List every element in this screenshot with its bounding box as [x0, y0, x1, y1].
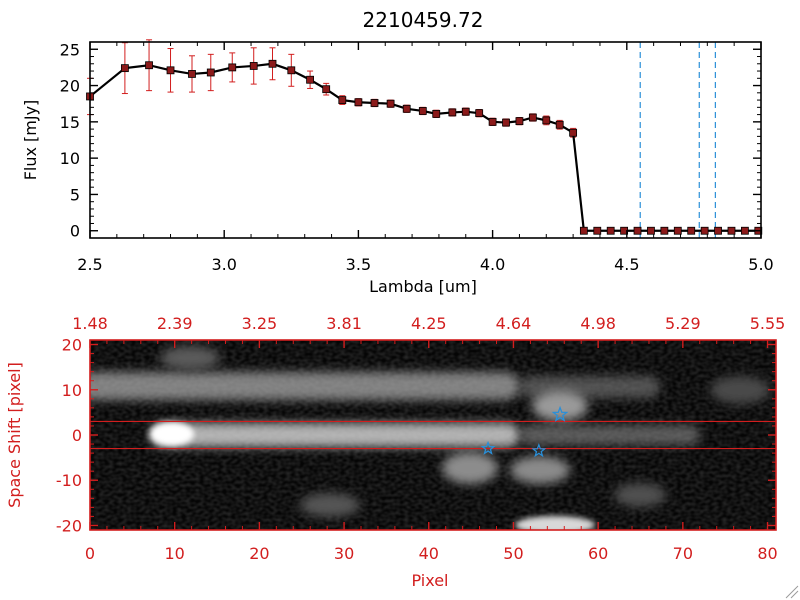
image-top-tick-label-0: 1.48: [72, 314, 108, 333]
flux-point-40: [727, 226, 736, 235]
image-top-tick-label-6: 4.98: [580, 314, 616, 333]
flux-series-line: [89, 62, 759, 232]
flux-point-18: [432, 109, 441, 118]
flux-point-33: [633, 226, 642, 235]
chart-title: 2210459.72: [363, 8, 484, 32]
star-marker-1: [480, 440, 496, 455]
flux-point-5: [206, 68, 215, 77]
flux-point-21: [475, 109, 484, 118]
flux-point-16: [402, 104, 411, 113]
flux-point-3: [166, 66, 175, 75]
flux-point-14: [370, 99, 379, 107]
flux-point-38: [700, 226, 709, 235]
image-top-tick-label-5: 4.64: [496, 314, 532, 333]
flux-y-tick-label-5: 25: [60, 40, 80, 59]
flux-x-tick-label-2: 3.5: [346, 255, 371, 274]
flux-point-28: [569, 128, 578, 137]
flux-point-29: [579, 226, 588, 235]
flux-x-tick-label-4: 4.5: [614, 255, 639, 274]
image-x-tick-label-4: 40: [419, 544, 439, 563]
image-x-tick-label-8: 80: [757, 544, 777, 563]
flux-point-8: [268, 59, 277, 68]
flux-point-34: [647, 226, 655, 235]
image-axes: 0 10 20 30 40 50 60 70 80 1.48 2.39 3.25 3.81 4.25 4.6…: [56, 314, 785, 563]
flux-point-4: [188, 70, 196, 78]
flux-y-tick-label-1: 5: [70, 185, 80, 204]
spectrum-image-panel: 0 10 20 30 40 50 60 70 80 1.48 2.39 3.25 3.81 4.25 4.6…: [5, 314, 785, 590]
flux-point-10: [306, 75, 314, 84]
image-y-tick-label-4: 20: [62, 336, 82, 355]
flux-point-30: [593, 226, 602, 235]
flux-plot-frame: [89, 41, 762, 239]
flux-point-36: [673, 226, 682, 235]
flux-x-tick-label-3: 4.0: [480, 255, 505, 274]
flux-point-22: [488, 117, 497, 126]
flux-point-2: [145, 61, 153, 70]
image-y-tick-label-2: 0: [72, 426, 82, 445]
image-top-tick-label-2: 3.25: [242, 314, 278, 333]
flux-y-tick-label-4: 20: [60, 77, 80, 96]
flux-point-41: [740, 226, 749, 235]
flux-x-tick-label-5: 5.0: [748, 255, 773, 274]
flux-point-39: [714, 226, 722, 235]
image-x-tick-label-3: 30: [334, 544, 354, 563]
flux-y-axis-label: Flux [mJy]: [21, 100, 40, 181]
flux-point-9: [287, 66, 296, 75]
flux-y-tick-label-2: 10: [60, 149, 80, 168]
image-top-tick-label-3: 3.81: [326, 314, 362, 333]
star-marker-0: [551, 405, 569, 422]
image-x-tick-label-0: 0: [85, 544, 95, 563]
flux-x-tick-label-0: 2.5: [77, 255, 102, 274]
flux-point-20: [461, 107, 470, 116]
flux-point-19: [448, 108, 457, 117]
image-y-axis-label: Space Shift [pixel]: [5, 362, 24, 508]
image-top-tick-label-4: 4.25: [411, 314, 447, 333]
image-y-tick-label-0: -20: [56, 516, 82, 535]
flux-axes: 2.5 3.0 3.5 4.0 4.5 5.0 0 5 10 15 20 25: [60, 40, 774, 274]
image-x-tick-label-6: 60: [588, 544, 608, 563]
flux-point-17: [418, 107, 427, 115]
flux-point-7: [249, 62, 258, 70]
image-overlay-layer: [90, 405, 776, 458]
flux-point-1: [120, 64, 129, 73]
flux-point-6: [228, 63, 237, 72]
flux-point-23: [502, 118, 510, 127]
flux-point-27: [555, 120, 564, 129]
spectrum-image: [90, 340, 776, 530]
image-x-tick-label-5: 50: [503, 544, 523, 563]
flux-x-tick-label-1: 3.0: [211, 255, 236, 274]
flux-point-24: [515, 117, 524, 126]
flux-point-31: [606, 226, 615, 235]
resize-grip[interactable]: [785, 585, 799, 599]
flux-y-tick-label-3: 15: [60, 113, 80, 132]
flux-point-12: [338, 96, 347, 104]
flux-point-26: [542, 116, 551, 125]
image-x-axis-label: Pixel: [411, 571, 448, 590]
image-top-tick-label-1: 2.39: [157, 314, 193, 333]
flux-y-tick-label-0: 0: [70, 222, 80, 241]
flux-point-15: [386, 99, 395, 108]
image-y-tick-label-3: 10: [62, 381, 82, 400]
flux-point-32: [620, 226, 629, 235]
star-marker-2: [531, 442, 547, 458]
flux-spectrum-chart: 2210459.72 2.5 3.0 3.5 4.0 4.5 5.00510152025 …: [21, 8, 774, 296]
image-x-tick-label-7: 70: [673, 544, 693, 563]
image-x-tick-label-2: 20: [249, 544, 269, 563]
flux-x-axis-label: Lambda [um]: [369, 277, 477, 296]
flux-point-13: [354, 98, 363, 107]
flux-point-25: [528, 113, 537, 122]
flux-point-35: [660, 226, 669, 235]
image-x-tick-label-1: 10: [165, 544, 185, 563]
image-top-tick-label-7: 5.29: [665, 314, 701, 333]
flux-data-layer: [86, 39, 763, 238]
flux-point-37: [687, 226, 696, 235]
flux-point-11: [322, 85, 331, 94]
image-top-tick-label-8: 5.55: [750, 314, 786, 333]
image-y-tick-label-1: -10: [56, 471, 82, 490]
